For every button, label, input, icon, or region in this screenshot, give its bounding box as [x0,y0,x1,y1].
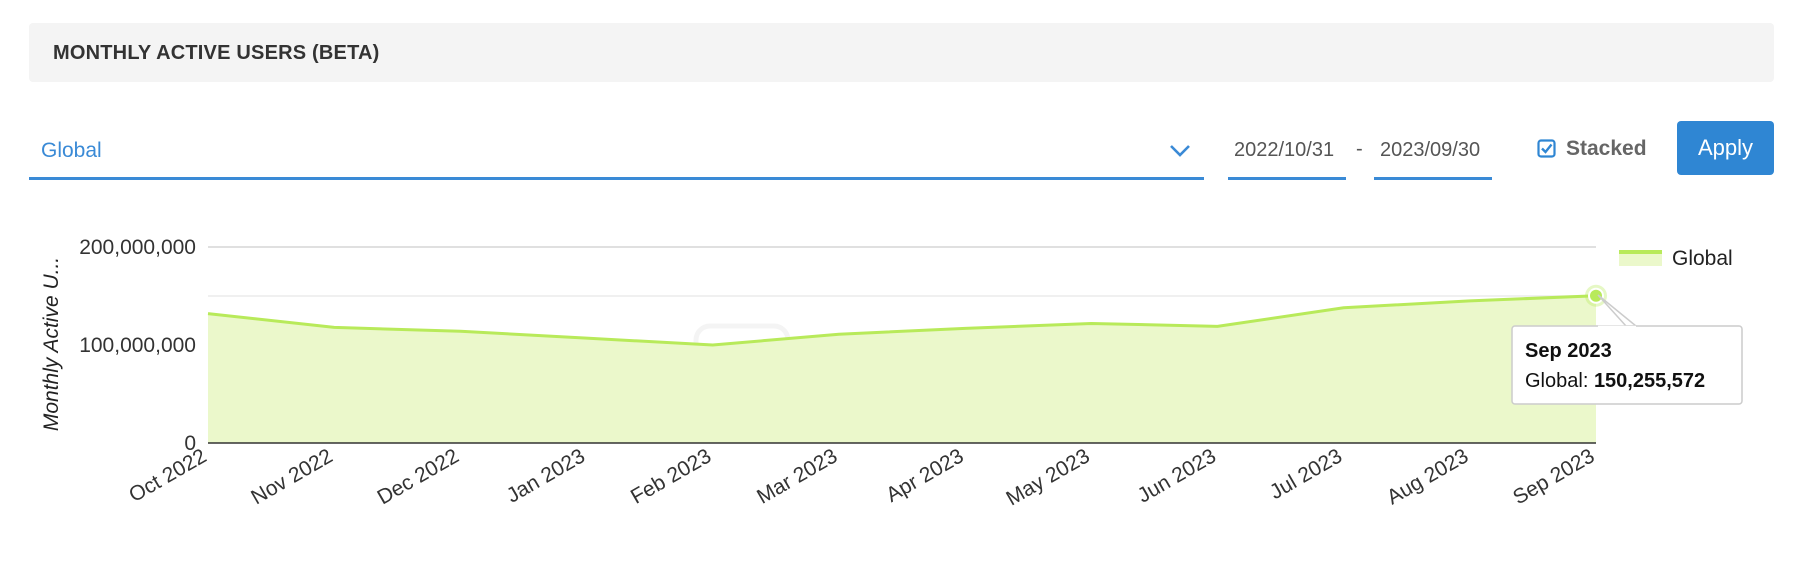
x-tick-label: Aug 2023 [1383,444,1472,509]
date-range-separator: - [1356,138,1363,160]
panel-header: MONTHLY ACTIVE USERS (BETA) [29,23,1774,82]
x-tick-label: Oct 2022 [125,444,210,507]
y-tick-label: 0 [184,432,196,455]
tooltip-value-line: Global: 150,255,572 [1525,370,1705,392]
data-point [1588,287,1604,304]
chart-legend[interactable]: Global [1619,247,1733,270]
chart-tooltip: Sep 2023 Global: 150,255,572 [1511,294,1743,405]
tooltip-title: Sep 2023 [1525,340,1612,362]
x-tick-label: Jun 2023 [1134,444,1220,507]
apply-button[interactable]: Apply [1677,121,1774,175]
tooltip-value: 150,255,572 [1594,370,1705,392]
y-tick-label: 200,000,000 [79,236,196,259]
x-tick-label: Sep 2023 [1509,444,1598,509]
panel-title: MONTHLY ACTIVE USERS (BETA) [53,42,380,64]
series-area [208,295,1596,443]
x-tick-label: Feb 2023 [627,444,715,508]
stacked-label: Stacked [1566,137,1647,160]
tooltip-series: Global [1525,370,1583,392]
tooltip-separator: : [1583,370,1594,392]
series-line [207,294,1597,347]
checkbox-checked-icon[interactable] [1537,139,1556,158]
series-global [207,284,1607,443]
x-tick-label: Mar 2023 [753,444,841,508]
x-axis: Oct 2022 Nov 2022 Dec 2022 Jan 2023 Feb 2023… [125,442,1599,510]
x-tick-label: May 2023 [1002,444,1093,510]
date-to-value: 2023/09/30 [1380,139,1481,161]
y-tick-label: 100,000,000 [79,334,196,357]
region-select[interactable]: Global [29,124,1204,180]
y-axis: 0 100,000,000 200,000,000 [79,236,196,455]
x-tick-label: Jul 2023 [1266,444,1346,504]
x-tick-label: Apr 2023 [882,444,967,507]
legend-label: Global [1672,247,1733,270]
tooltip-box [1511,325,1743,405]
date-to-input[interactable]: 2023/09/30 [1374,124,1492,180]
legend-swatch [1619,252,1662,266]
date-from-value: 2022/10/31 [1234,139,1335,161]
y-axis-title: Monthly Active U... [40,257,63,431]
chevron-down-icon [1170,145,1190,157]
x-tick-label: Nov 2022 [247,444,336,509]
date-from-input[interactable]: 2022/10/31 [1228,124,1346,180]
x-tick-label: Dec 2022 [374,444,463,509]
x-tick-label: Jan 2023 [503,444,589,507]
region-select-value: Global [41,139,102,162]
